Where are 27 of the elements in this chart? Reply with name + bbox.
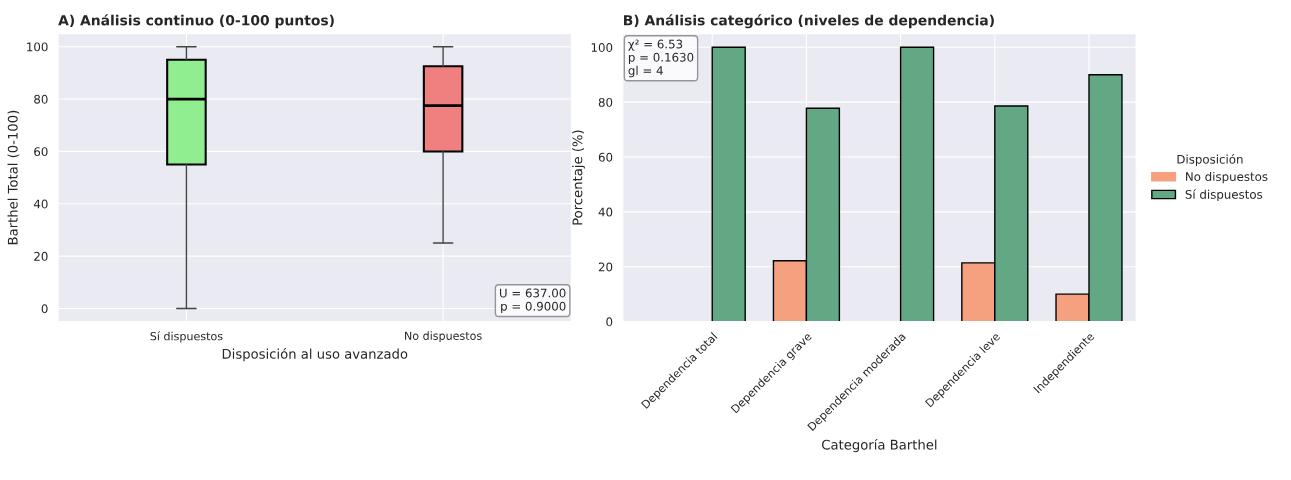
chart-title: B) Análisis categórico (niveles de dependencia) (624, 14, 994, 29)
chart-title: A) Análisis continuo (0-100 puntos) (58, 14, 334, 29)
x-axis-title: Disposición al uso avanzado (222, 348, 408, 362)
y-tick-label: 20 (34, 251, 48, 261)
y-axis-title: Barthel Total (0-100) (7, 110, 20, 245)
bar (899, 46, 935, 322)
x-tick-label: No dispuestos (405, 331, 482, 343)
annotation: U = 637.00 p = 0.9000 (499, 288, 566, 313)
annotation: χ² = 6.53 p = 0.1630 gl = 4 (628, 39, 694, 78)
y-tick-label: 100 (27, 42, 48, 52)
y-tick-label: 20 (598, 262, 613, 272)
x-tick-label: Sí dispuestos (150, 331, 223, 343)
bar (711, 46, 746, 322)
y-tick-label: 0 (606, 317, 613, 327)
y-axis-title: Porcentaje (%) (572, 130, 585, 225)
y-tick-label: 0 (41, 304, 48, 314)
y-tick-label: 40 (598, 207, 613, 217)
y-tick-label: 80 (34, 94, 48, 104)
y-tick-label: 60 (598, 152, 613, 162)
y-tick-label: 60 (34, 147, 48, 157)
legend-label: No dispuestos (1186, 171, 1268, 184)
legend-title: Disposición (1177, 154, 1243, 166)
x-axis-title: Categoría Barthel (822, 438, 937, 453)
y-tick-label: 40 (33, 199, 48, 209)
y-tick-label: 80 (598, 97, 613, 107)
y-tick-label: 100 (591, 43, 613, 52)
legend-label: Sí dispuestos (1185, 189, 1263, 202)
